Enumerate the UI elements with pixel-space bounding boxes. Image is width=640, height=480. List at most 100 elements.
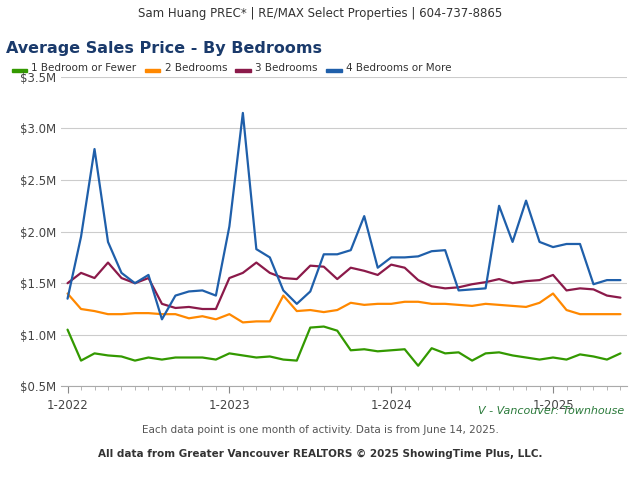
4 Bedrooms or More [64, 296, 72, 301]
2 Bedrooms [212, 316, 220, 322]
4 Bedrooms or More [482, 286, 490, 291]
Legend: 1 Bedroom or Fewer, 2 Bedrooms, 3 Bedrooms, 4 Bedrooms or More: 1 Bedroom or Fewer, 2 Bedrooms, 3 Bedroo… [12, 63, 451, 73]
Text: All data from Greater Vancouver REALTORS © 2025 ShowingTime Plus, LLC.: All data from Greater Vancouver REALTORS… [98, 449, 542, 459]
2 Bedrooms [320, 309, 328, 315]
1 Bedroom or Fewer [616, 350, 624, 356]
3 Bedrooms [387, 262, 395, 267]
4 Bedrooms or More [347, 247, 355, 253]
2 Bedrooms [401, 299, 408, 305]
3 Bedrooms [468, 281, 476, 287]
3 Bedrooms [442, 286, 449, 291]
1 Bedroom or Fewer [401, 347, 408, 352]
4 Bedrooms or More [536, 239, 543, 245]
1 Bedroom or Fewer [158, 357, 166, 362]
2 Bedrooms [280, 293, 287, 299]
4 Bedrooms or More [401, 254, 408, 260]
4 Bedrooms or More [576, 241, 584, 247]
4 Bedrooms or More [131, 280, 139, 286]
2 Bedrooms [387, 301, 395, 307]
1 Bedroom or Fewer [280, 357, 287, 362]
4 Bedrooms or More [442, 247, 449, 253]
4 Bedrooms or More [145, 272, 152, 278]
1 Bedroom or Fewer [347, 348, 355, 353]
1 Bedroom or Fewer [253, 355, 260, 360]
3 Bedrooms [239, 270, 246, 276]
1 Bedroom or Fewer [333, 328, 341, 334]
3 Bedrooms [509, 280, 516, 286]
1 Bedroom or Fewer [468, 358, 476, 363]
4 Bedrooms or More [225, 224, 233, 229]
2 Bedrooms [468, 303, 476, 309]
3 Bedrooms [77, 270, 85, 276]
2 Bedrooms [158, 311, 166, 317]
3 Bedrooms [576, 286, 584, 291]
3 Bedrooms [225, 275, 233, 281]
2 Bedrooms [225, 311, 233, 317]
3 Bedrooms [320, 264, 328, 270]
1 Bedroom or Fewer [307, 324, 314, 330]
2 Bedrooms [522, 304, 530, 310]
1 Bedroom or Fewer [455, 349, 463, 355]
1 Bedroom or Fewer [145, 355, 152, 360]
4 Bedrooms or More [455, 288, 463, 293]
2 Bedrooms [509, 303, 516, 309]
4 Bedrooms or More [253, 246, 260, 252]
2 Bedrooms [131, 310, 139, 316]
3 Bedrooms [118, 275, 125, 281]
4 Bedrooms or More [603, 277, 611, 283]
2 Bedrooms [333, 307, 341, 313]
2 Bedrooms [266, 319, 274, 324]
3 Bedrooms [428, 283, 435, 289]
4 Bedrooms or More [522, 198, 530, 204]
2 Bedrooms [495, 302, 503, 308]
1 Bedroom or Fewer [603, 357, 611, 362]
4 Bedrooms or More [549, 244, 557, 250]
2 Bedrooms [239, 320, 246, 325]
Text: Each data point is one month of activity. Data is from June 14, 2025.: Each data point is one month of activity… [141, 425, 499, 435]
4 Bedrooms or More [185, 288, 193, 294]
4 Bedrooms or More [104, 239, 112, 245]
1 Bedroom or Fewer [118, 354, 125, 360]
3 Bedrooms [198, 306, 206, 312]
2 Bedrooms [576, 311, 584, 317]
4 Bedrooms or More [589, 281, 597, 287]
3 Bedrooms [401, 265, 408, 271]
3 Bedrooms [563, 288, 570, 293]
3 Bedrooms [482, 279, 490, 285]
3 Bedrooms [414, 277, 422, 283]
Text: V - Vancouver: Townhouse: V - Vancouver: Townhouse [477, 406, 624, 416]
1 Bedroom or Fewer [509, 352, 516, 358]
4 Bedrooms or More [198, 288, 206, 293]
2 Bedrooms [198, 313, 206, 319]
3 Bedrooms [589, 287, 597, 292]
4 Bedrooms or More [495, 203, 503, 209]
1 Bedroom or Fewer [428, 345, 435, 351]
2 Bedrooms [77, 306, 85, 312]
Line: 2 Bedrooms: 2 Bedrooms [68, 293, 620, 323]
2 Bedrooms [442, 301, 449, 307]
4 Bedrooms or More [563, 241, 570, 247]
3 Bedrooms [266, 270, 274, 276]
Line: 3 Bedrooms: 3 Bedrooms [68, 263, 620, 309]
4 Bedrooms or More [212, 293, 220, 299]
2 Bedrooms [91, 308, 99, 314]
2 Bedrooms [307, 307, 314, 313]
4 Bedrooms or More [280, 288, 287, 293]
4 Bedrooms or More [172, 293, 179, 299]
3 Bedrooms [280, 275, 287, 281]
1 Bedroom or Fewer [442, 350, 449, 356]
Text: Average Sales Price - By Bedrooms: Average Sales Price - By Bedrooms [6, 41, 323, 56]
1 Bedroom or Fewer [320, 324, 328, 329]
2 Bedrooms [549, 290, 557, 296]
1 Bedroom or Fewer [576, 351, 584, 357]
2 Bedrooms [428, 301, 435, 307]
4 Bedrooms or More [118, 270, 125, 276]
2 Bedrooms [374, 301, 381, 307]
2 Bedrooms [589, 311, 597, 317]
Text: Sam Huang PREC* | RE/MAX Select Properties | 604-737-8865: Sam Huang PREC* | RE/MAX Select Properti… [138, 7, 502, 20]
2 Bedrooms [185, 315, 193, 321]
4 Bedrooms or More [91, 146, 99, 152]
2 Bedrooms [118, 311, 125, 317]
1 Bedroom or Fewer [589, 354, 597, 360]
1 Bedroom or Fewer [104, 352, 112, 358]
